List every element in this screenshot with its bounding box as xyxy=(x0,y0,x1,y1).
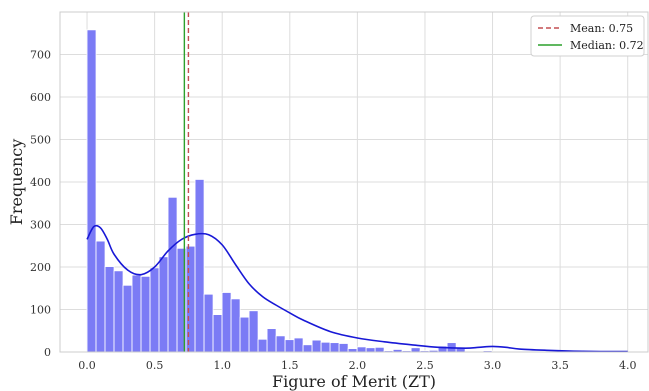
histogram-bar xyxy=(230,298,241,353)
x-tick-label: 1.0 xyxy=(213,359,231,372)
y-tick-label: 500 xyxy=(30,134,51,147)
kde-line xyxy=(86,224,628,353)
reference-lines xyxy=(183,12,190,352)
histogram-bar xyxy=(167,196,178,353)
histogram-bar xyxy=(329,342,340,353)
histogram-bar xyxy=(320,341,331,353)
histogram-bar xyxy=(149,267,160,353)
legend-mean-label: Mean: 0.75 xyxy=(570,22,633,35)
histogram-bar xyxy=(257,338,268,353)
histogram-bar xyxy=(104,266,115,353)
kde-curve xyxy=(86,224,628,353)
histogram-bar xyxy=(140,275,151,353)
y-tick-label: 700 xyxy=(30,49,51,62)
histogram-bar xyxy=(293,337,304,353)
histogram-bar xyxy=(311,339,322,353)
histogram-bar xyxy=(338,343,349,353)
histogram-bars xyxy=(86,29,628,353)
plot-frame xyxy=(59,11,649,353)
histogram-bar xyxy=(194,179,205,353)
legend: Mean: 0.75 Median: 0.72 xyxy=(530,15,645,57)
histogram-bar xyxy=(410,347,421,353)
legend-median-label: Median: 0.72 xyxy=(570,39,644,52)
histogram-bar xyxy=(212,314,223,353)
histogram-bar xyxy=(131,274,142,353)
y-tick-label: 0 xyxy=(44,346,51,359)
histogram-bar xyxy=(365,347,376,353)
x-tick-label: 2.5 xyxy=(416,359,434,372)
histogram-bar xyxy=(266,328,277,353)
histogram-bar xyxy=(221,292,232,353)
y-tick-label: 100 xyxy=(30,304,51,317)
y-tick-label: 600 xyxy=(30,91,51,104)
x-tick-label: 2.0 xyxy=(349,359,367,372)
x-tick-label: 0.5 xyxy=(146,359,164,372)
histogram-bar xyxy=(374,346,385,353)
x-tick-label: 1.5 xyxy=(281,359,299,372)
histogram-bar xyxy=(275,335,286,353)
x-axis-ticks: 0.0 0.5 1.0 1.5 2.0 2.5 3.0 3.5 4.0 xyxy=(78,359,636,372)
y-tick-label: 300 xyxy=(30,219,51,232)
histogram-bar xyxy=(86,29,97,353)
histogram-bar xyxy=(122,284,133,353)
histogram-bar xyxy=(248,310,259,353)
x-tick-label: 4.0 xyxy=(619,359,637,372)
x-axis-title: Figure of Merit (ZT) xyxy=(272,372,436,391)
x-tick-label: 0.0 xyxy=(78,359,96,372)
histogram-bar xyxy=(158,256,169,353)
histogram-bar xyxy=(302,344,313,353)
x-tick-label: 3.5 xyxy=(551,359,569,372)
y-tick-label: 200 xyxy=(30,261,51,274)
legend-box xyxy=(530,15,645,57)
histogram-bar xyxy=(239,316,250,353)
y-axis-ticks: 0 100 200 300 400 500 600 700 xyxy=(30,49,51,360)
y-tick-label: 400 xyxy=(30,176,51,189)
histogram-bar xyxy=(95,240,106,353)
histogram-bar xyxy=(347,348,358,353)
x-tick-label: 3.0 xyxy=(484,359,502,372)
histogram-bar xyxy=(113,270,124,353)
histogram-bar xyxy=(185,245,196,353)
y-axis-title: Frequency xyxy=(7,139,26,226)
histogram-bar xyxy=(284,339,295,353)
histogram-bar xyxy=(203,293,214,353)
histogram-bar xyxy=(356,346,367,353)
